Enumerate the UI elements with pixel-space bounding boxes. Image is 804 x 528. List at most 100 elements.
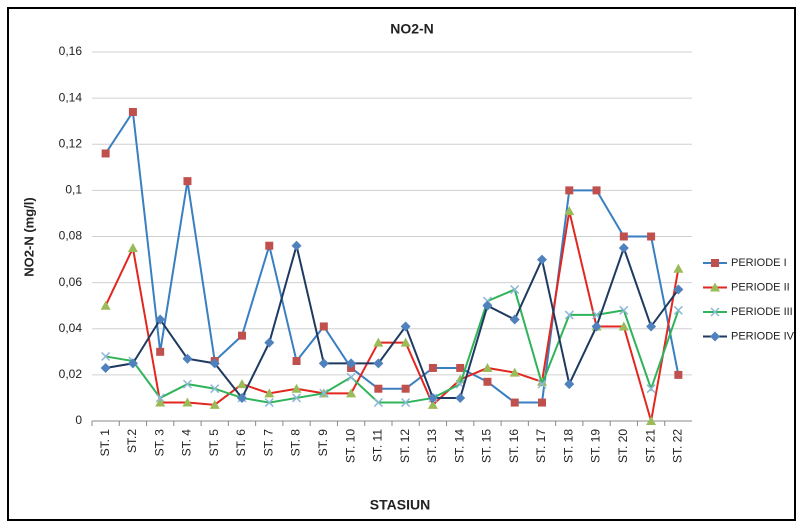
x-tick-label: ST. 14 [452,429,466,463]
marker [591,321,602,332]
marker [482,300,493,311]
series-line [104,109,680,404]
marker [156,347,165,356]
marker [619,305,629,315]
y-tick-label: 0,08 [59,229,83,243]
marker [183,177,192,186]
x-tick-label: ST. 15 [480,429,494,463]
marker [428,363,437,372]
marker [291,383,302,393]
marker [646,416,657,425]
marker [619,232,628,241]
marker [483,377,492,386]
marker [182,353,193,364]
x-tick-label: ST. 1 [98,429,112,457]
marker [592,186,601,195]
marker [237,379,247,389]
marker [509,367,520,377]
x-tick-label: ST. 16 [507,429,521,463]
marker [564,379,575,390]
marker [291,240,302,251]
y-tick-label: 0,04 [59,321,83,335]
x-tick-label: ST. 4 [180,429,194,457]
marker [182,397,193,407]
marker [100,362,111,373]
marker [401,398,411,408]
marker [427,399,438,409]
series-line [105,244,680,400]
marker [100,300,111,310]
series-line [104,210,680,422]
y-axis-label: NO2-N (mg/l) [21,197,36,276]
x-tick-label: ST. 8 [289,429,303,457]
marker [346,358,357,369]
marker [346,388,357,398]
marker [101,351,111,361]
x-tick-label: ST. 11 [371,429,385,462]
marker [155,393,165,403]
marker [238,331,246,340]
y-tick-label: 0,12 [59,136,83,150]
marker [427,392,438,403]
marker [673,284,684,295]
marker [101,149,110,158]
marker [127,358,138,369]
marker [538,398,546,407]
marker [673,305,683,315]
y-tick-label: 0,16 [59,44,83,58]
marker [373,358,384,369]
series-line [105,288,680,404]
y-tick-label: 0,1 [65,183,82,197]
marker [401,384,410,393]
marker [373,398,383,408]
marker [456,363,465,372]
marker [346,372,356,382]
x-tick-label: ST. 10 [343,429,357,463]
marker [455,392,466,403]
marker [646,384,656,394]
x-tick-label: ST. 6 [234,429,248,457]
x-tick-label: ST. 20 [616,429,630,463]
chart-frame [7,7,796,521]
x-tick-label: ST. 22 [671,429,685,463]
x-tick-label: ST. 9 [316,429,330,457]
marker [373,337,384,347]
marker [155,314,166,325]
x-tick-label: ST. 21 [643,429,657,463]
x-tick-label: ST. 18 [561,429,575,463]
x-tick-label: ST. 17 [534,429,548,463]
marker [400,337,411,347]
marker [647,232,656,241]
legend-label: PERIODE II [731,281,790,293]
marker [264,337,275,348]
marker [374,384,383,393]
legend-label: PERIODE IV [731,330,795,342]
marker [209,399,220,409]
marker [209,358,220,369]
marker [509,314,520,325]
legend-label: PERIODE III [731,306,793,318]
y-tick-label: 0,02 [59,367,83,381]
marker [265,241,274,250]
marker [564,310,574,320]
marker [127,243,138,253]
marker [400,321,411,332]
marker [155,397,166,407]
marker [618,243,629,254]
marker [673,263,684,273]
marker [646,321,657,332]
marker [292,393,302,403]
marker [318,358,329,369]
marker [565,186,574,195]
marker [319,388,329,398]
marker [319,322,328,331]
marker [674,370,683,379]
x-tick-label: ST. 5 [207,429,221,457]
legend-label: PERIODE I [731,257,787,269]
y-tick-label: 0 [75,413,82,427]
x-tick-label: ST. 3 [152,429,166,457]
marker [264,398,274,408]
marker [618,321,629,331]
x-tick-label: ST.2 [125,429,139,453]
